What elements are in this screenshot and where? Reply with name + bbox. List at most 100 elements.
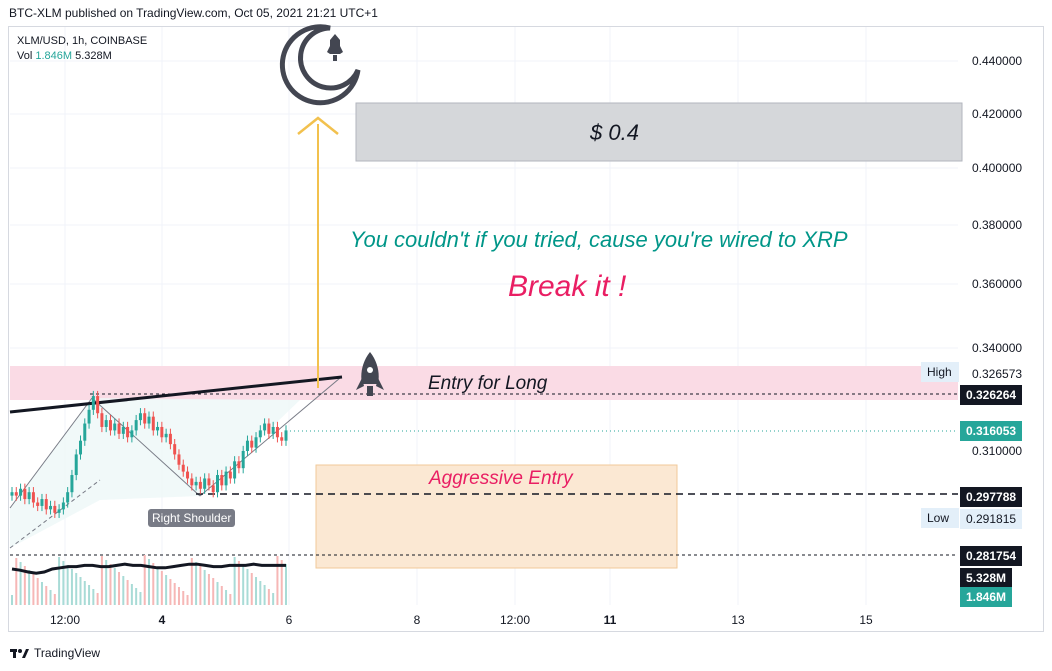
candle[interactable] <box>224 471 228 486</box>
low-value: 0.291815 <box>960 509 1023 529</box>
candle[interactable] <box>74 454 78 476</box>
candle[interactable] <box>168 433 172 445</box>
volume-bar <box>285 564 287 605</box>
candle[interactable] <box>40 499 44 506</box>
candle[interactable] <box>36 502 40 506</box>
candle[interactable] <box>27 492 31 500</box>
volume-bar <box>233 557 236 605</box>
candle[interactable] <box>126 426 130 438</box>
volume-ma-tag: 5.328M <box>960 568 1013 588</box>
candle[interactable] <box>49 505 53 510</box>
candle[interactable] <box>245 440 249 451</box>
candle[interactable] <box>164 433 168 438</box>
candle[interactable] <box>228 471 232 479</box>
candle[interactable] <box>216 475 219 493</box>
candle[interactable] <box>237 461 241 469</box>
candle[interactable] <box>83 423 87 441</box>
candle[interactable] <box>156 426 160 431</box>
candle[interactable] <box>23 488 27 500</box>
candle[interactable] <box>241 451 245 469</box>
candle[interactable] <box>263 423 267 431</box>
candle[interactable] <box>160 426 164 438</box>
x-tick: 15 <box>859 613 873 627</box>
candle[interactable] <box>130 430 134 438</box>
chart-frame <box>8 26 1044 632</box>
vol-ma-value: 5.328M <box>75 50 112 62</box>
candle[interactable] <box>173 444 177 455</box>
volume-bar <box>36 578 39 605</box>
candle[interactable] <box>87 409 91 424</box>
candle[interactable] <box>121 426 125 434</box>
candle[interactable] <box>10 492 14 496</box>
candle[interactable] <box>250 440 254 448</box>
candle[interactable] <box>151 416 155 431</box>
volume-bar <box>45 586 48 605</box>
candle[interactable] <box>186 471 190 479</box>
volume-bar <box>272 593 275 605</box>
volume-bar <box>49 590 52 605</box>
candle[interactable] <box>44 499 48 510</box>
target-box[interactable] <box>355 102 963 162</box>
candle[interactable] <box>134 420 138 431</box>
tradingview-logo-icon <box>10 649 29 658</box>
candle[interactable] <box>207 478 211 486</box>
x-tick: 11 <box>604 613 617 627</box>
volume-bar <box>88 585 91 605</box>
candle[interactable] <box>91 396 95 410</box>
candle[interactable] <box>113 423 117 431</box>
wedge-pattern[interactable] <box>10 398 300 548</box>
candle[interactable] <box>254 437 258 448</box>
last-price-tag: 0.316053 <box>960 421 1023 441</box>
candle[interactable] <box>147 416 151 424</box>
candle[interactable] <box>66 492 70 503</box>
candle[interactable] <box>220 475 224 486</box>
candle[interactable] <box>203 478 207 489</box>
candle[interactable] <box>275 426 279 438</box>
volume-bar <box>92 589 95 605</box>
y-tick: 0.400000 <box>972 161 1022 175</box>
candle[interactable] <box>61 502 65 510</box>
candle[interactable] <box>233 461 237 479</box>
rocket-icon <box>356 352 384 396</box>
candle[interactable] <box>79 440 82 455</box>
candle[interactable] <box>19 488 23 496</box>
candle[interactable] <box>211 485 215 493</box>
candle[interactable] <box>108 420 112 431</box>
candle[interactable] <box>280 437 284 441</box>
volume-bar <box>169 579 172 605</box>
aggressive-entry-label: Aggressive Entry <box>429 468 573 489</box>
candle[interactable] <box>258 430 262 438</box>
volume-bar <box>130 584 133 605</box>
candle[interactable] <box>14 492 18 496</box>
candle[interactable] <box>194 481 198 486</box>
candle[interactable] <box>96 396 100 414</box>
volume-bar <box>70 569 73 605</box>
candle[interactable] <box>138 413 142 421</box>
candle[interactable] <box>198 481 202 489</box>
y-tick: 0.380000 <box>972 218 1022 232</box>
y-tick: 0.420000 <box>972 107 1022 121</box>
candle[interactable] <box>57 509 61 513</box>
candle[interactable] <box>267 423 271 434</box>
candle[interactable] <box>190 478 194 486</box>
candle[interactable] <box>284 430 288 441</box>
candle[interactable] <box>53 505 57 513</box>
aggressive-entry-box[interactable] <box>315 464 678 569</box>
vol-value: 1.846M <box>35 50 73 62</box>
candles[interactable] <box>10 390 288 518</box>
y-tick: 0.340000 <box>972 341 1022 355</box>
candle[interactable] <box>117 423 121 434</box>
candle[interactable] <box>100 413 104 427</box>
candle[interactable] <box>70 475 74 493</box>
target-arrow-head <box>297 116 339 135</box>
candle[interactable] <box>177 454 181 465</box>
volume-bar <box>135 588 138 605</box>
candle[interactable] <box>31 492 35 503</box>
volume-bar <box>212 578 215 605</box>
candle[interactable] <box>143 413 147 424</box>
volume-bar <box>66 565 69 605</box>
candle[interactable] <box>104 420 108 427</box>
candle[interactable] <box>271 426 275 434</box>
candle[interactable] <box>181 464 185 472</box>
